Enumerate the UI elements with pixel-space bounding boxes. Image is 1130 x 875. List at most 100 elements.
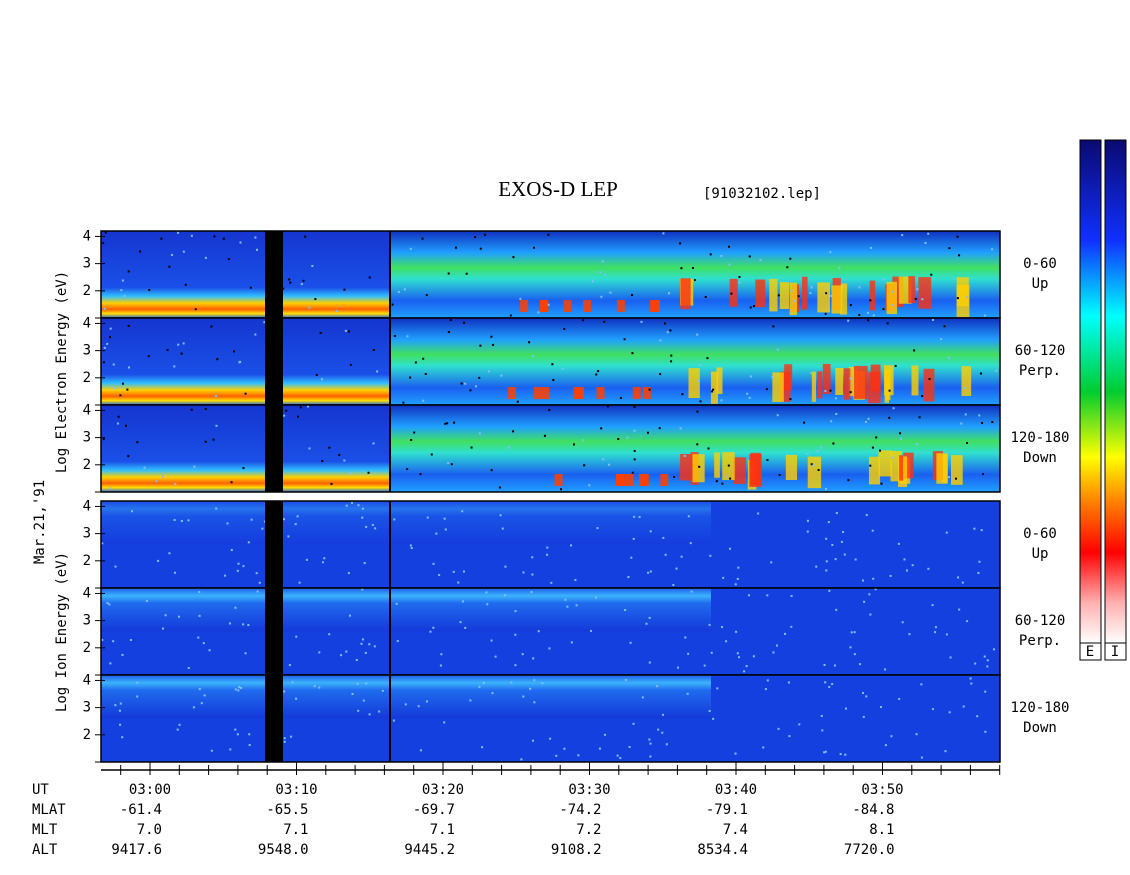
noise (839, 753, 842, 756)
spectrogram (101, 318, 390, 405)
noise (710, 390, 713, 393)
noise (838, 266, 841, 269)
noise (429, 630, 432, 633)
noise (296, 515, 299, 518)
noise (214, 395, 217, 398)
noise (966, 441, 969, 444)
noise (478, 432, 481, 435)
noise (368, 276, 371, 279)
data-gap (265, 675, 283, 762)
noise (479, 344, 482, 347)
noise (347, 330, 350, 333)
noise (920, 756, 923, 759)
noise (315, 373, 318, 376)
noise (143, 466, 146, 469)
noise (945, 633, 948, 636)
noise (532, 657, 535, 660)
noise (633, 515, 636, 518)
noise (901, 234, 904, 237)
noise (829, 389, 832, 392)
noise (823, 751, 826, 754)
noise (422, 357, 425, 360)
noise (825, 560, 828, 563)
noise (820, 446, 823, 449)
noise (932, 318, 935, 321)
table-cell: 03:30 (568, 782, 610, 798)
noise (810, 463, 813, 466)
spectrogram-burst (680, 454, 692, 481)
noise (190, 234, 193, 237)
noise (631, 471, 634, 474)
spectrogram-burst (660, 474, 669, 486)
noise (934, 626, 937, 629)
spectrogram (101, 501, 711, 545)
noise (406, 468, 409, 471)
spectrogram-burst (733, 457, 746, 484)
noise (198, 591, 201, 594)
noise (531, 556, 534, 559)
noise (790, 594, 793, 597)
noise (931, 604, 934, 607)
noise (828, 685, 831, 688)
noise (874, 588, 877, 591)
noise (601, 260, 604, 263)
noise (543, 434, 546, 437)
table-cell: -74.2 (559, 802, 601, 818)
noise (521, 653, 524, 656)
noise (549, 737, 552, 740)
noise (321, 460, 324, 463)
noise (548, 409, 551, 412)
table-cell: 8.1 (869, 822, 894, 838)
noise (871, 529, 874, 532)
spectrogram-burst (632, 387, 641, 399)
y-tick-label: 4 (83, 498, 91, 514)
noise (697, 379, 700, 382)
noise (595, 373, 598, 376)
noise (430, 453, 433, 456)
noise (983, 655, 986, 658)
noise (509, 314, 512, 317)
noise (421, 237, 424, 240)
noise (492, 343, 495, 346)
noise (677, 666, 680, 669)
noise (662, 536, 665, 539)
noise (834, 397, 837, 400)
electron-axis-label: Log Electron Energy (eV) (54, 271, 70, 473)
noise (478, 376, 481, 379)
spectrogram (390, 231, 1000, 318)
noise (670, 354, 673, 357)
noise (328, 446, 331, 449)
noise (108, 603, 111, 606)
noise (216, 358, 219, 361)
noise (101, 638, 104, 641)
noise (192, 706, 195, 709)
noise (915, 443, 918, 446)
noise (461, 510, 464, 513)
noise (777, 294, 780, 297)
noise (882, 308, 885, 311)
noise (920, 683, 923, 686)
noise (815, 565, 818, 568)
noise (547, 303, 550, 306)
noise (234, 728, 237, 731)
noise (835, 512, 838, 515)
noise (708, 709, 711, 712)
noise (318, 686, 321, 689)
noise (927, 232, 930, 235)
noise (879, 449, 882, 452)
noise (318, 651, 321, 654)
noise (749, 306, 752, 309)
spectrogram-burst (680, 278, 691, 310)
noise (174, 482, 177, 485)
noise (500, 374, 503, 377)
noise (242, 623, 245, 626)
noise (995, 369, 998, 372)
noise (395, 602, 398, 605)
noise (656, 685, 659, 688)
noise (304, 235, 307, 238)
noise (706, 357, 709, 360)
noise (215, 507, 218, 510)
spectrogram-burst (563, 300, 572, 312)
noise (729, 477, 732, 480)
noise (182, 342, 185, 345)
